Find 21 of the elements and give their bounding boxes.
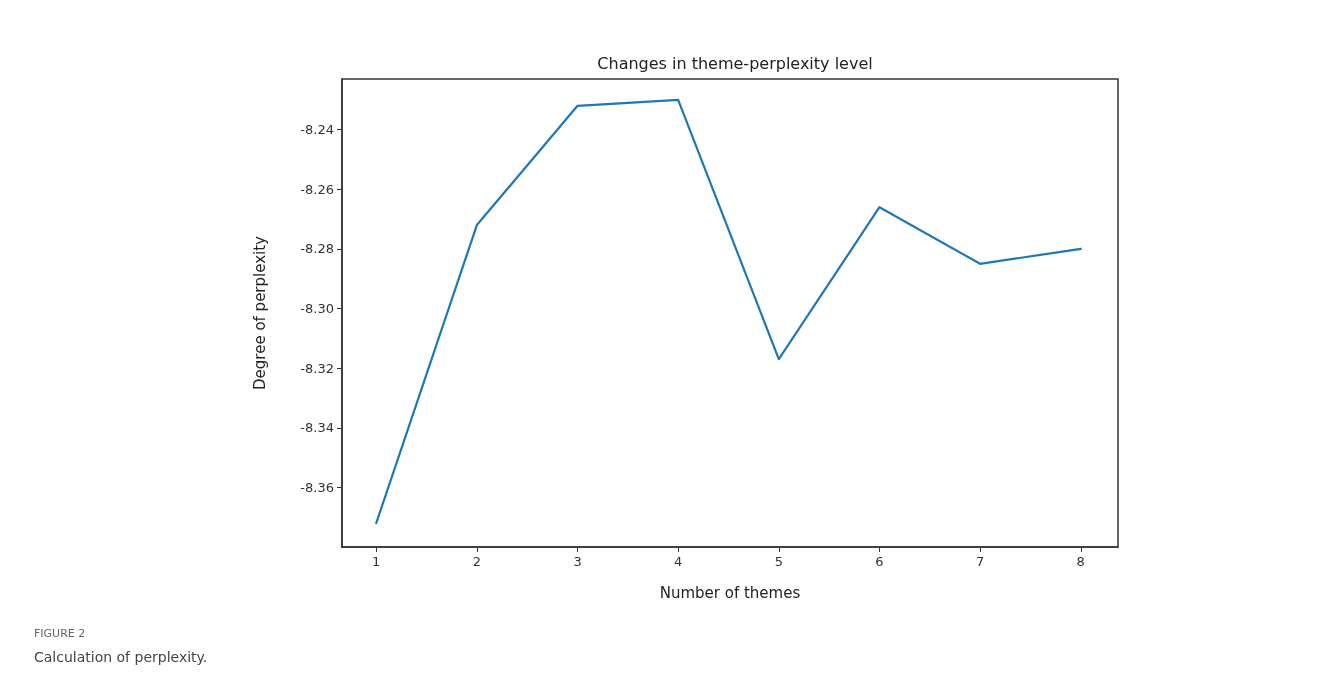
y-tick-label: -8.34: [300, 420, 334, 436]
y-tick-label: -8.24: [300, 122, 334, 138]
x-tick-label: 7: [975, 554, 985, 569]
x-tick-label: 8: [1076, 554, 1085, 569]
x-tick-label: 5: [774, 554, 783, 569]
chart-title: Changes in theme-perplexity level: [597, 53, 873, 73]
y-tick-label: -8.32: [300, 360, 334, 376]
caption: FIGURE 2: [34, 627, 86, 640]
y-tick-label: -8.36: [300, 479, 334, 495]
y-tick-label: -8.26: [300, 181, 334, 197]
y-tick-label: -8.30: [300, 301, 334, 317]
x-tick-label: 2: [472, 554, 482, 569]
x-tick-label: 4: [674, 554, 683, 569]
text: Calculation of perplexity.: [34, 649, 208, 665]
x-tick-label: 1: [372, 554, 381, 569]
y-tick-label: -8.28: [300, 241, 334, 257]
line-series: [375, 98, 1082, 525]
y-axis-title: Degree of perplexity: [250, 235, 269, 390]
x-axis-title: Number of themes: [659, 583, 801, 602]
x-tick-label: 6: [875, 554, 884, 569]
x-tick-label: 3: [573, 554, 582, 569]
